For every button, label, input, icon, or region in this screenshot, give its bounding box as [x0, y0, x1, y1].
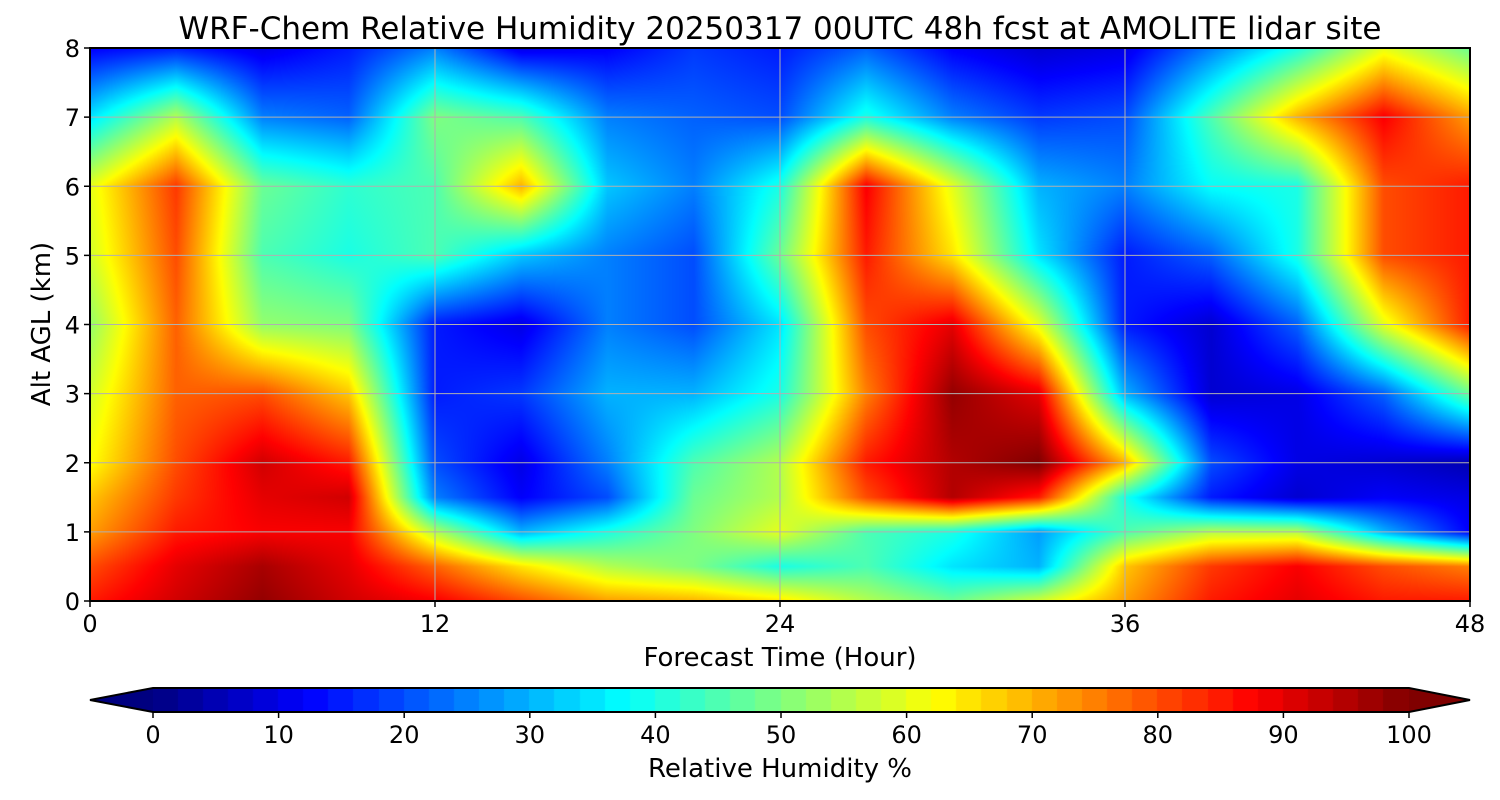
colorbar-label: Relative Humidity %	[648, 754, 912, 784]
colorbar-tick-label: 100	[1386, 721, 1432, 749]
colorbar-tick-label: 40	[640, 721, 671, 749]
x-axis-label: Forecast Time (Hour)	[643, 643, 916, 673]
colorbar-tick-label: 80	[1143, 721, 1174, 749]
colorbar-tick-label: 0	[145, 721, 160, 749]
y-tick-label: 8	[65, 35, 80, 63]
colorbar-gradient	[153, 688, 1409, 712]
colorbar-outline	[89, 687, 1471, 713]
y-tick-label: 5	[65, 242, 80, 270]
chart-title: WRF-Chem Relative Humidity 20250317 00UT…	[178, 11, 1381, 47]
y-tick-label: 1	[65, 519, 80, 547]
colorbar-tick-label: 50	[766, 721, 797, 749]
x-tick-label: 24	[765, 610, 796, 638]
colorbar-tick-label: 90	[1268, 721, 1299, 749]
y-tick-label: 7	[65, 104, 80, 132]
colorbar-tick-label: 20	[389, 721, 420, 749]
colorbar-ticks: 0 10 20 30 40 50 60 70 80 90 100	[145, 712, 1432, 749]
x-tick-label: 12	[420, 610, 451, 638]
x-tick-label: 48	[1455, 610, 1486, 638]
y-tick-label: 2	[65, 450, 80, 478]
x-tick-label: 36	[1110, 610, 1141, 638]
colorbar-tick-label: 70	[1017, 721, 1048, 749]
colorbar-tick-label: 60	[891, 721, 922, 749]
x-tick-label: 0	[82, 610, 97, 638]
colorbar-extend-min	[90, 688, 153, 712]
y-tick-label: 6	[65, 173, 80, 201]
colorbar-tick-label: 10	[263, 721, 294, 749]
x-axis-ticks: 0 12 24 36 48	[82, 601, 1485, 638]
y-tick-label: 0	[65, 588, 80, 616]
y-axis-label: Alt AGL (km)	[27, 242, 57, 406]
colorbar-extend-max	[1409, 688, 1470, 712]
colorbar-tick-label: 30	[515, 721, 546, 749]
y-tick-label: 3	[65, 381, 80, 409]
y-axis-ticks: 0 1 2 3 4 5 6 7 8	[65, 35, 90, 616]
y-tick-label: 4	[65, 312, 80, 340]
